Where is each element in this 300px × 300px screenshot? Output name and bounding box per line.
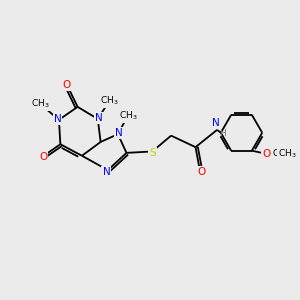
Text: N: N: [103, 167, 110, 177]
Text: N: N: [116, 128, 123, 138]
Text: OCH$_3$: OCH$_3$: [272, 148, 298, 161]
Text: CH$_3$: CH$_3$: [118, 109, 137, 122]
Text: N: N: [54, 114, 61, 124]
Text: O: O: [39, 152, 47, 162]
Text: CH$_3$: CH$_3$: [100, 95, 118, 107]
Text: N: N: [95, 113, 103, 123]
Text: CH$_3$: CH$_3$: [31, 98, 50, 110]
Text: N: N: [212, 118, 220, 128]
Text: S: S: [149, 148, 156, 158]
Text: O: O: [197, 167, 206, 177]
Text: O: O: [62, 80, 70, 90]
Text: CH$_3$: CH$_3$: [278, 148, 296, 161]
Text: H: H: [219, 129, 226, 138]
Text: O: O: [262, 149, 270, 159]
